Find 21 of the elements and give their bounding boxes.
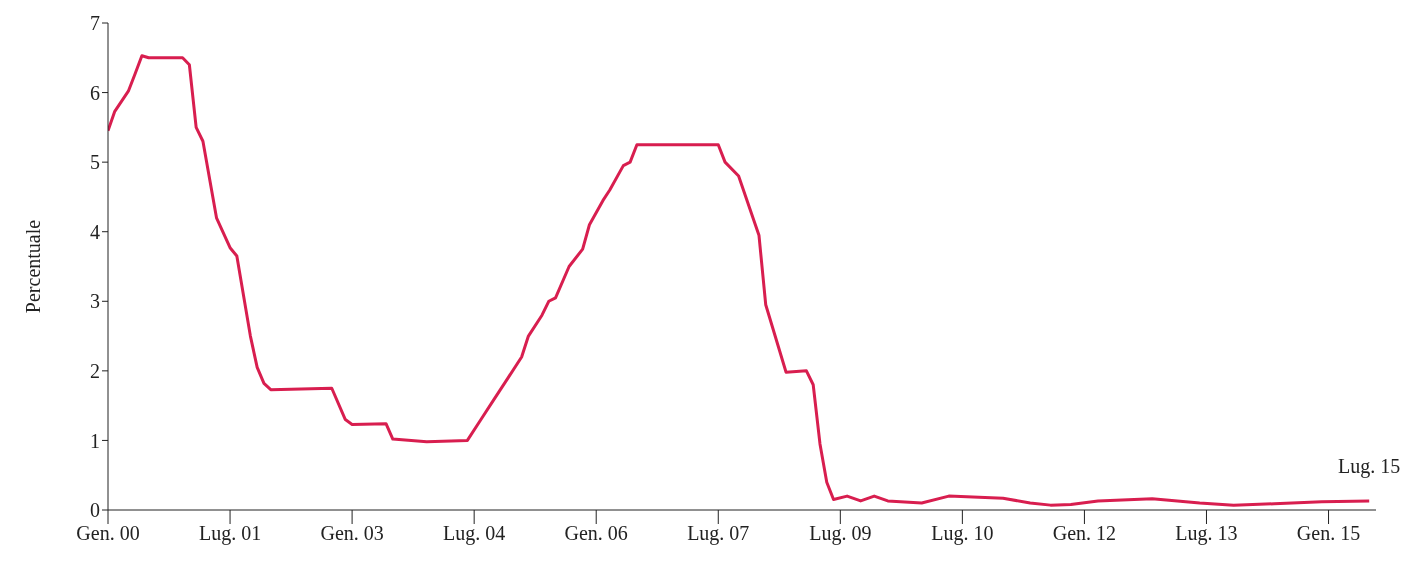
- y-tick-label: 2: [90, 359, 100, 382]
- x-tick-label: Gen. 06: [564, 522, 628, 545]
- y-tick-label: 7: [90, 12, 100, 35]
- x-tick-label: Lug. 01: [198, 522, 262, 546]
- x-tick-label: Gen. 00: [76, 522, 140, 545]
- annotation: Lug. 15: [1338, 454, 1401, 478]
- y-tick-label: 5: [90, 151, 100, 174]
- x-tick-label: Gen. 03: [320, 522, 384, 545]
- x-tick-label: Gen. 15: [1296, 522, 1361, 545]
- y-tick-label: 0: [90, 499, 100, 522]
- x-tick-label: Lug. 09: [809, 522, 872, 546]
- y-tick-label: 3: [90, 290, 100, 313]
- y-axis-title: Percentuale: [22, 219, 45, 314]
- x-tick-label: Lug. 13: [1175, 522, 1238, 546]
- y-tick-label: 1: [90, 429, 100, 452]
- x-tick-label: Lug. 10: [931, 522, 994, 546]
- x-tick-label: Lug. 04: [443, 522, 506, 546]
- y-tick-label: 6: [90, 81, 100, 104]
- x-tick-label: Lug. 07: [687, 522, 750, 546]
- y-tick-label: 4: [90, 220, 100, 243]
- x-tick-label: Gen. 12: [1052, 522, 1117, 545]
